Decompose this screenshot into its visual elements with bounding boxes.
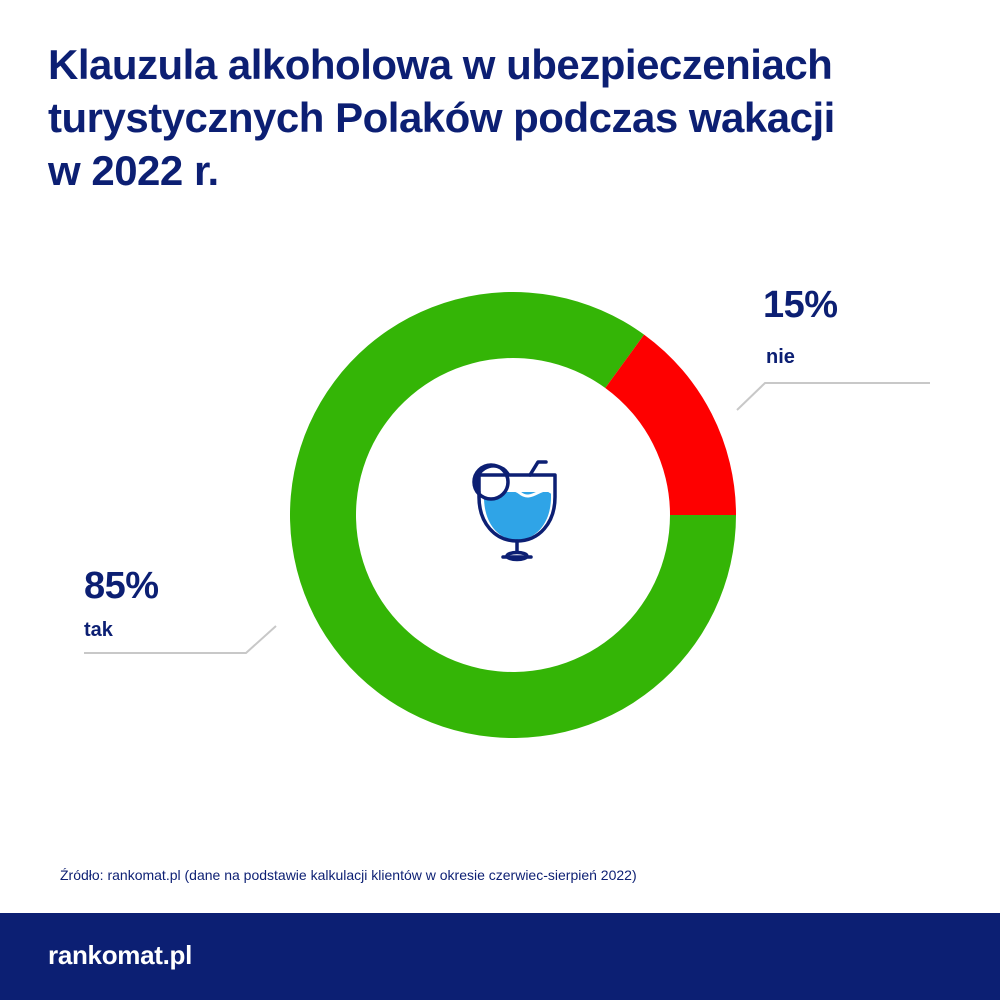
chart-title: Klauzula alkoholowa w ubezpieczeniach tu… <box>48 38 948 197</box>
label-tak-category: tak <box>84 619 113 641</box>
label-tak-percent: 85% <box>84 565 159 607</box>
donut-slice-nie <box>605 334 736 515</box>
footer-bar: rankomat.pl <box>0 913 1000 1000</box>
label-nie-category: nie <box>766 346 795 368</box>
donut-slices <box>290 291 736 738</box>
rankomat-logo[interactable]: rankomat.pl <box>48 940 193 970</box>
leader-line-tak <box>84 625 277 654</box>
source-note: Źródło: rankomat.pl (dane na podstawie k… <box>60 867 637 883</box>
chart-title-line-3: w 2022 r. <box>48 147 219 194</box>
cocktail-glass-icon <box>472 460 557 562</box>
label-nie-percent: 15% <box>763 284 838 326</box>
chart-title-line-1: Klauzula alkoholowa w ubezpieczeniach <box>48 41 833 88</box>
donut-slice-tak <box>290 291 736 738</box>
leader-line-nie <box>736 382 930 411</box>
chart-title-line-2: turystycznych Polaków podczas wakacji <box>48 94 835 141</box>
donut-chart <box>84 291 930 738</box>
